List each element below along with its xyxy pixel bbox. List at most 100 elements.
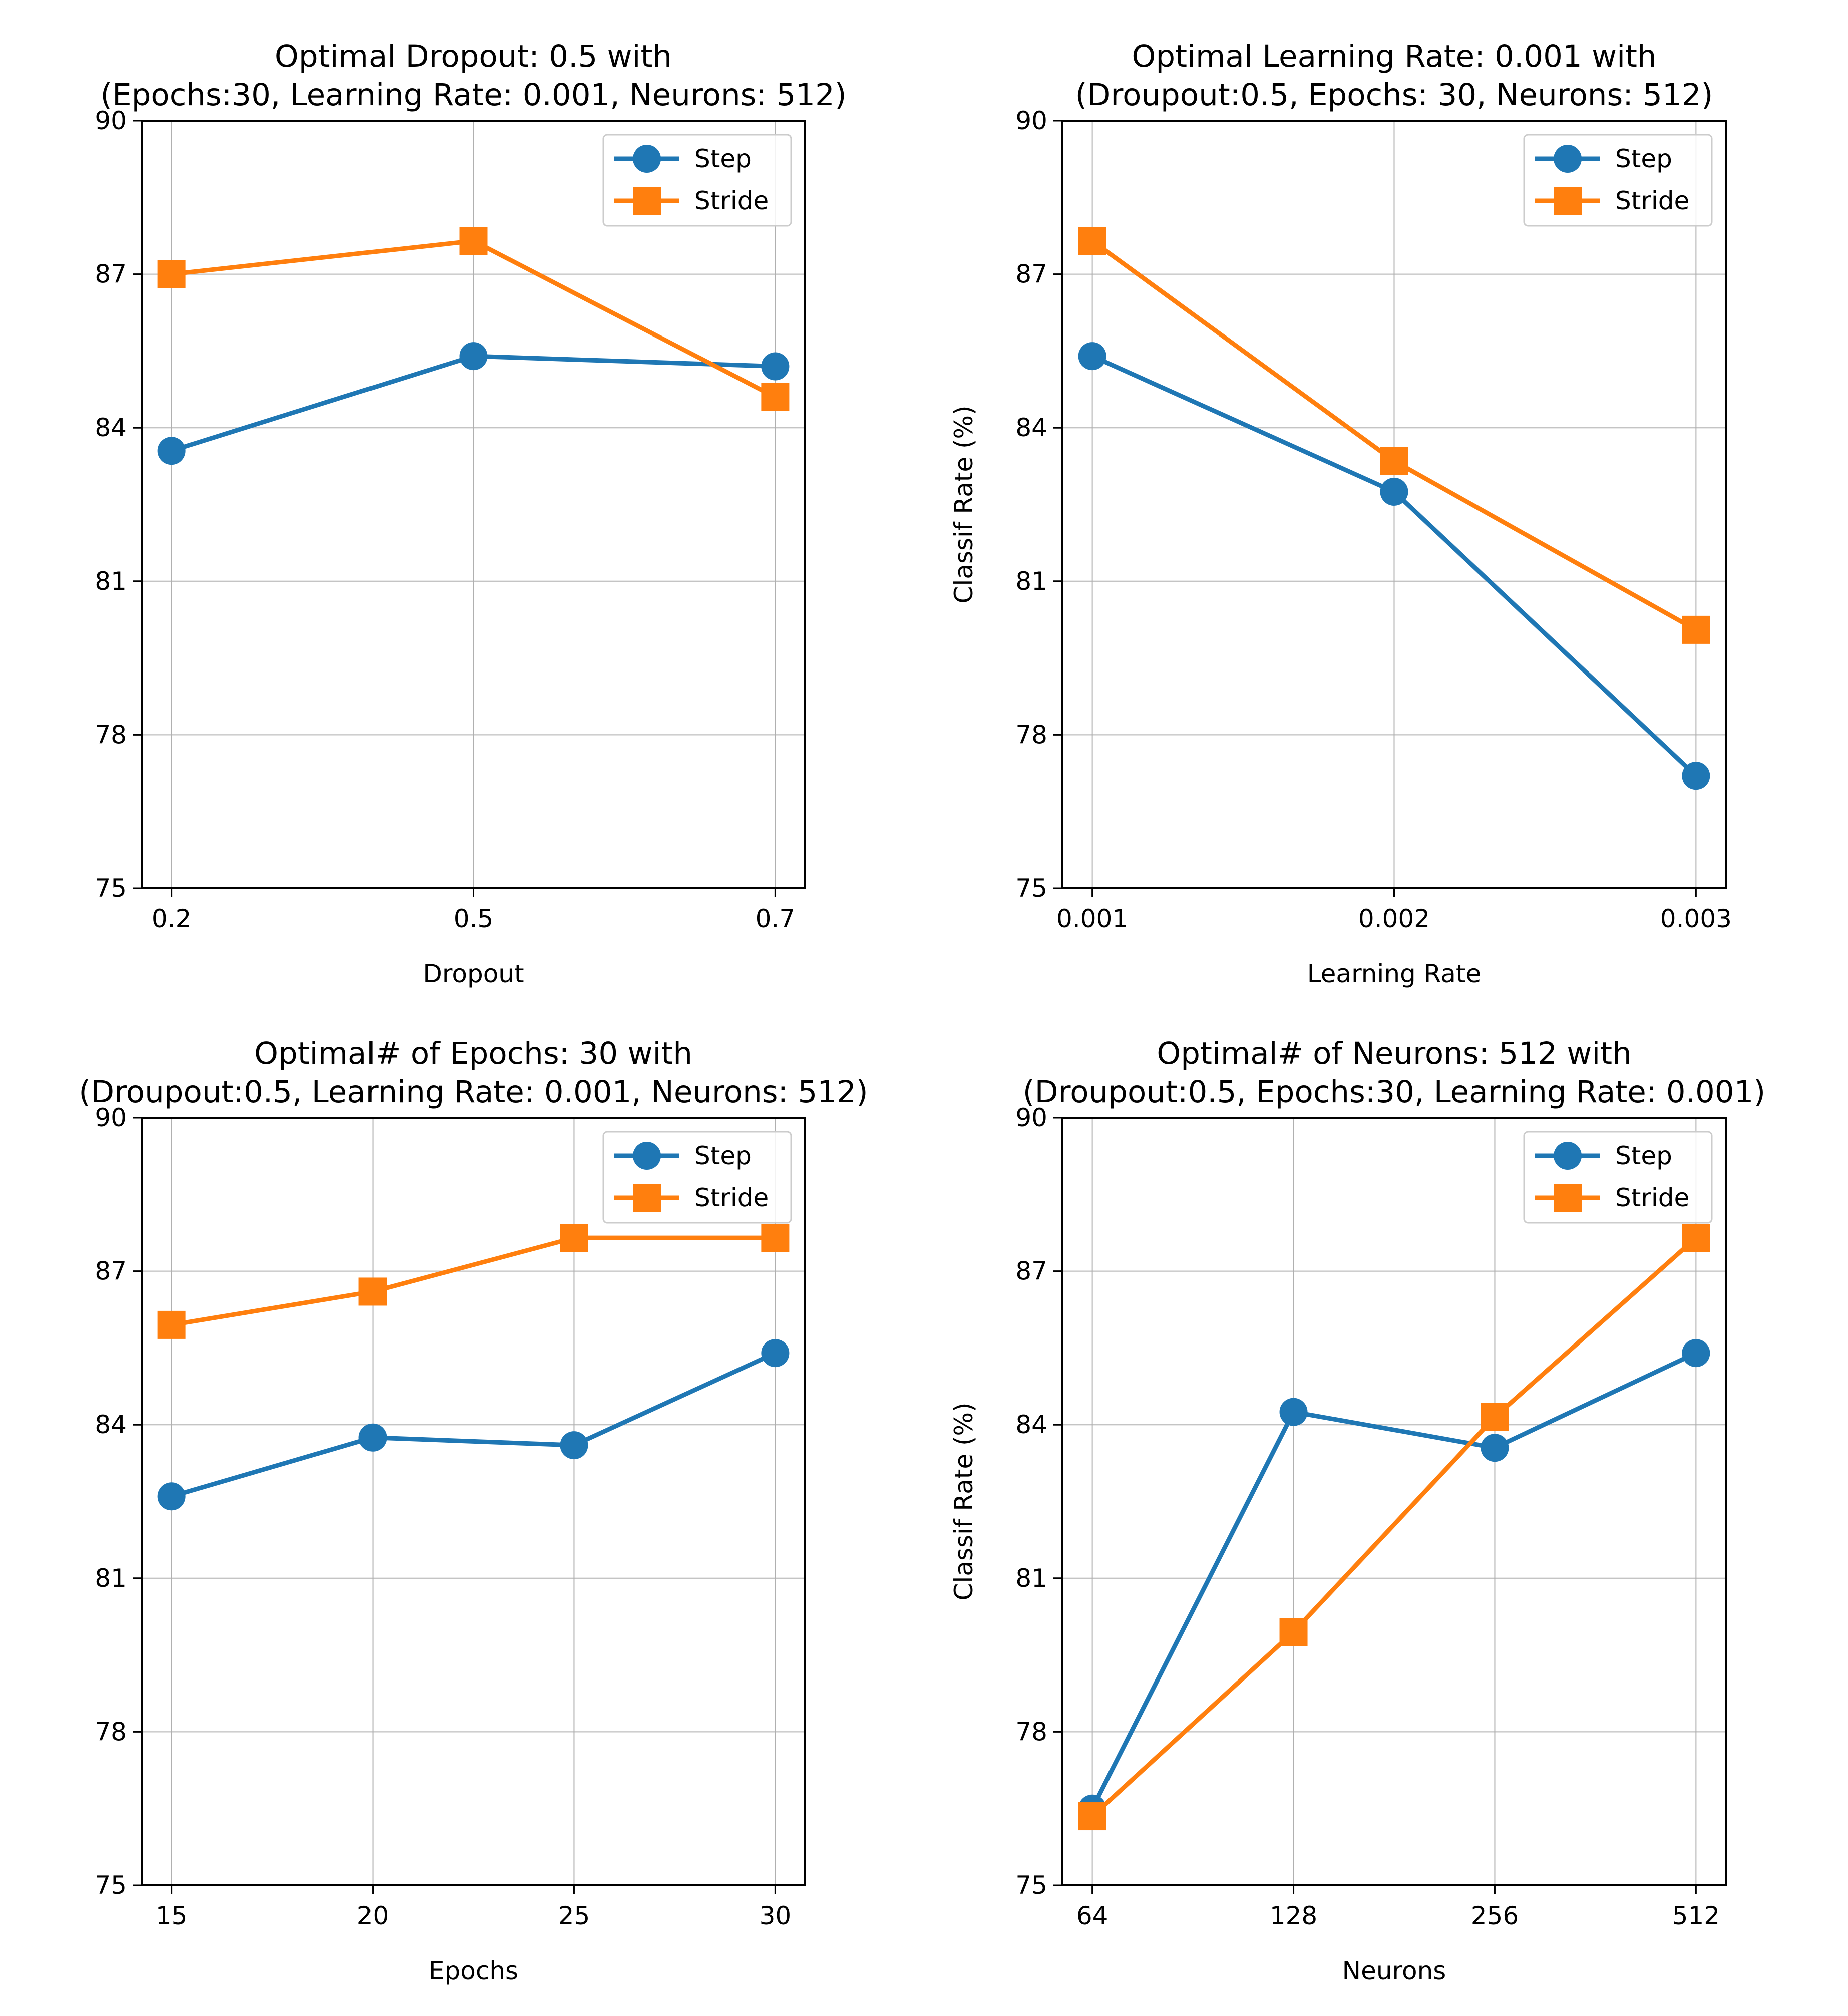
y-tick-label: 84 <box>95 413 127 442</box>
chart-title-line-2: (Epochs:30, Learning Rate: 0.001, Neuron… <box>100 77 846 113</box>
legend-label-step: Step <box>694 144 752 173</box>
chart-title-line-1: Optimal# of Neurons: 512 with <box>1157 1036 1632 1071</box>
y-tick-label: 87 <box>95 260 127 289</box>
series-line-stride <box>171 1235 776 1327</box>
y-tick-label: 78 <box>95 1717 127 1746</box>
x-tick-label: 512 <box>1672 1901 1720 1930</box>
y-tick-label: 84 <box>1015 1410 1047 1439</box>
data-point-step <box>1078 342 1106 371</box>
legend-marker-stride <box>1554 187 1582 215</box>
chart-panel-1: 75 78 81 84 87 90 0.2 0.5 0.7 Optimal Dropout: 0.… <box>95 39 846 988</box>
y-tick-label: 78 <box>95 720 127 749</box>
x-tick-label: 20 <box>357 1901 389 1930</box>
y-tick-label: 81 <box>95 567 127 596</box>
chart-title-line-2: (Droupout:0.5, Learning Rate: 0.001, Neu… <box>79 1074 868 1110</box>
axes-frame <box>1061 1117 1727 1886</box>
y-tick-label: 75 <box>1015 874 1047 903</box>
x-tick-label: 0.001 <box>1056 904 1128 933</box>
legend-label-stride: Stride <box>1615 186 1689 215</box>
data-point-stride <box>1682 615 1710 644</box>
y-tick-label: 75 <box>95 874 127 903</box>
y-tick-label: 90 <box>95 1103 127 1132</box>
data-point-stride <box>1078 1802 1106 1831</box>
data-point-stride <box>761 1224 790 1252</box>
x-tick-label: 0.5 <box>454 904 494 933</box>
y-tick-label: 87 <box>95 1257 127 1286</box>
x-tick-label: 0.2 <box>152 904 192 933</box>
y-tick-label: 87 <box>1015 1257 1047 1286</box>
y-tick-label: 84 <box>95 1410 127 1439</box>
legend-label-stride: Stride <box>694 186 769 215</box>
data-point-step <box>1481 1434 1509 1462</box>
x-tick-label: 0.002 <box>1358 904 1430 933</box>
chart-title-line-2: (Droupout:0.5, Epochs: 30, Neurons: 512) <box>1075 77 1713 113</box>
y-tick-label: 81 <box>95 1564 127 1593</box>
data-point-step <box>1279 1398 1308 1426</box>
data-point-step <box>1682 1339 1710 1368</box>
chart-title-line-1: Optimal# of Epochs: 30 with <box>254 1036 692 1071</box>
y-tick-label: 75 <box>1015 1871 1047 1900</box>
chart-title-line-2: (Droupout:0.5, Epochs:30, Learning Rate:… <box>1023 1074 1765 1110</box>
legend: Step Stride <box>1523 134 1713 227</box>
y-tick-label: 78 <box>1015 1717 1047 1746</box>
data-point-stride <box>1682 1224 1710 1252</box>
x-tick-label: 0.003 <box>1660 904 1732 933</box>
legend-label-stride: Stride <box>1615 1183 1689 1212</box>
data-point-stride <box>1078 227 1106 255</box>
y-tick-label: 90 <box>1015 106 1047 135</box>
y-tick-label: 75 <box>95 1871 127 1900</box>
data-point-step <box>761 1339 790 1368</box>
chart-panel-3: 75 78 81 84 87 90 15 20 25 30 Optimal# of Epochs: … <box>79 1036 868 1985</box>
data-point-stride <box>761 383 790 411</box>
data-point-stride <box>560 1224 588 1252</box>
data-point-step <box>761 352 790 381</box>
x-axis-label: Neurons <box>1342 1956 1446 1985</box>
y-tick-label: 81 <box>1015 1564 1047 1593</box>
data-point-stride <box>157 260 186 288</box>
legend-label-stride: Stride <box>694 1183 769 1212</box>
data-point-step <box>560 1431 588 1460</box>
x-axis-label: Epochs <box>429 1956 518 1985</box>
data-point-step <box>358 1423 387 1452</box>
y-tick-label: 84 <box>1015 413 1047 442</box>
legend: Step Stride <box>1523 1131 1713 1224</box>
axes-frame <box>141 120 806 889</box>
data-point-stride <box>358 1277 387 1306</box>
series-line-stride <box>1090 1236 1698 1818</box>
y-tick-label: 81 <box>1015 567 1047 596</box>
legend-marker-stride <box>633 1184 661 1212</box>
legend-marker-stride <box>633 187 661 215</box>
chart-title-line-1: Optimal Learning Rate: 0.001 with <box>1132 39 1656 74</box>
y-axis-label: Classif Rate (%) <box>949 406 978 604</box>
legend: Step Stride <box>602 1131 792 1224</box>
data-point-stride <box>459 227 488 255</box>
data-point-stride <box>1380 447 1408 475</box>
series-line-step <box>1090 1351 1697 1810</box>
legend-label-step: Step <box>1615 1141 1672 1170</box>
series-line-step <box>171 1351 777 1499</box>
legend-marker-step <box>633 1142 661 1170</box>
data-point-stride <box>1279 1618 1308 1646</box>
x-tick-label: 0.7 <box>756 904 796 933</box>
x-tick-label: 15 <box>156 1901 188 1930</box>
chart-title-line-1: Optimal Dropout: 0.5 with <box>275 39 672 74</box>
y-tick-label: 90 <box>95 106 127 135</box>
y-tick-label: 78 <box>1015 720 1047 749</box>
legend-marker-stride <box>1554 1184 1582 1212</box>
axes-frame <box>1061 120 1727 889</box>
y-axis-label: Classif Rate (%) <box>949 1403 978 1601</box>
legend-label-step: Step <box>694 1141 752 1170</box>
chart-panel-2: 75 78 81 84 87 90 0.001 0.002 0.003 Optimal Learn… <box>949 39 1732 988</box>
x-axis-label: Dropout <box>423 959 524 988</box>
x-tick-label: 25 <box>558 1901 590 1930</box>
legend: Step Stride <box>602 134 792 227</box>
legend-marker-step <box>633 145 661 173</box>
x-tick-label: 64 <box>1076 1901 1108 1930</box>
data-point-step <box>157 1482 186 1511</box>
data-point-step <box>459 342 488 371</box>
x-axis-label: Learning Rate <box>1307 959 1482 988</box>
legend-marker-step <box>1554 145 1582 173</box>
x-tick-label: 30 <box>760 1901 792 1930</box>
y-tick-label: 87 <box>1015 260 1047 289</box>
